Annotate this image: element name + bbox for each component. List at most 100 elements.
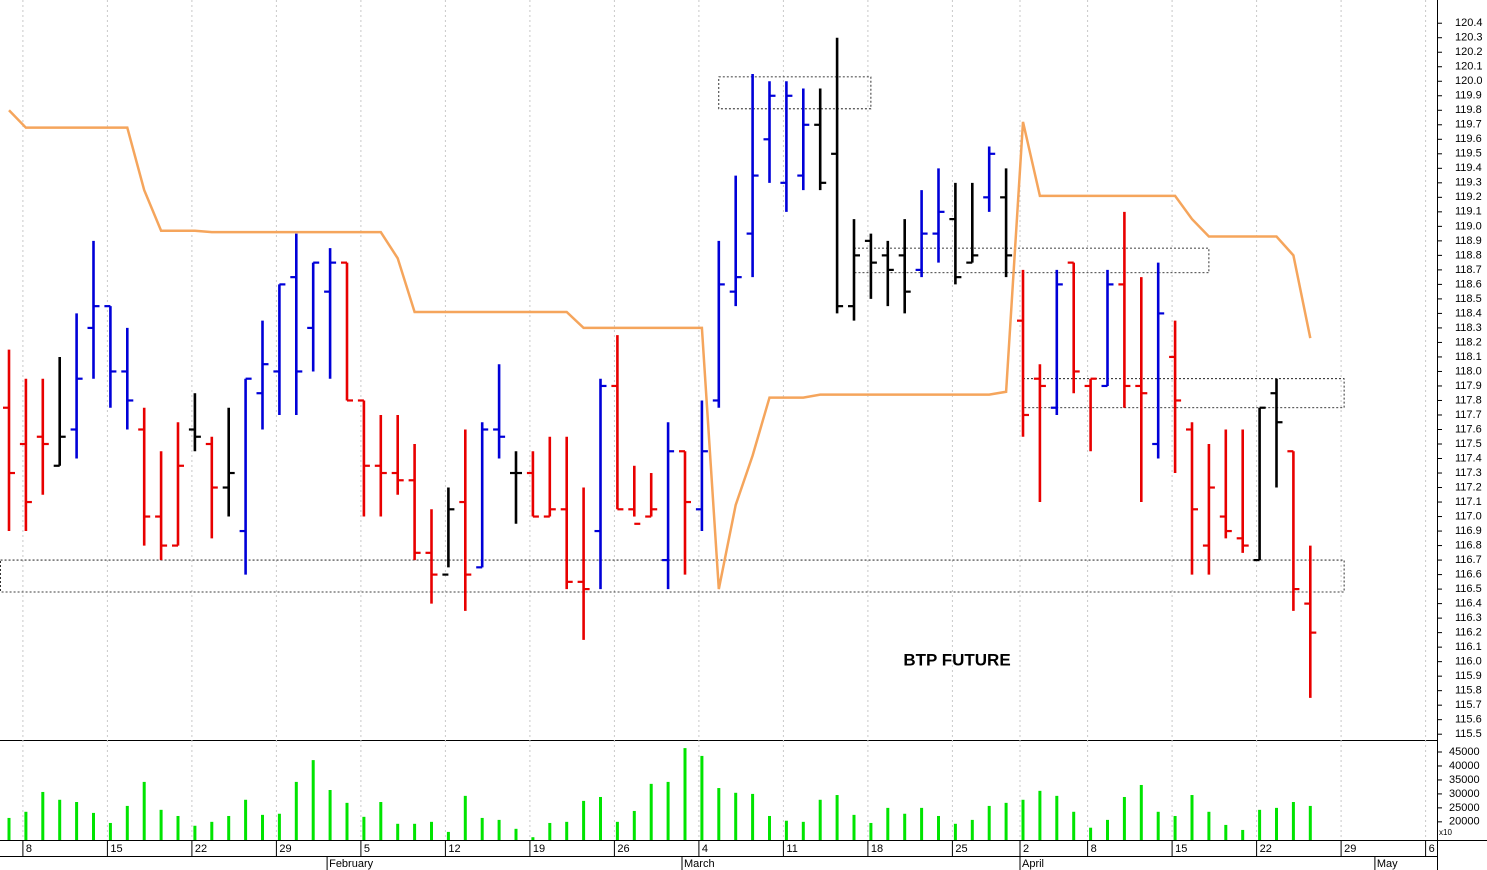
y-tick-label: 120.1 <box>1455 61 1483 73</box>
volume-bar <box>227 815 231 840</box>
y-tick-label: 119.6 <box>1455 133 1482 145</box>
volume-bar <box>58 799 62 840</box>
volume-bar <box>497 819 501 840</box>
y-tick-label: 120.4 <box>1455 17 1483 29</box>
volume-bar <box>328 790 332 840</box>
month-label: March <box>684 858 715 870</box>
volume-bar <box>1173 815 1177 840</box>
y-tick-label: 116.6 <box>1455 568 1482 580</box>
y-tick-label: 118.8 <box>1455 249 1482 261</box>
x-tick-label: 12 <box>448 843 460 855</box>
volume-bar <box>818 799 822 840</box>
y-tick-label: 117.3 <box>1455 467 1482 479</box>
month-label: April <box>1022 858 1044 870</box>
y-tick-label: 118.2 <box>1455 336 1482 348</box>
x-tick-label: 29 <box>279 843 291 855</box>
x-tick-label: 8 <box>26 843 32 855</box>
volume-bar <box>142 781 146 840</box>
volume-bar <box>953 823 957 840</box>
y-tick-label: 117.5 <box>1455 438 1482 450</box>
volume-bar <box>1241 829 1245 840</box>
volume-bar <box>835 795 839 840</box>
volume-bar <box>108 822 112 840</box>
volume-bar <box>903 813 907 840</box>
volume-bar <box>1258 809 1262 840</box>
volume-bar <box>920 807 924 840</box>
y-tick-label: 116.0 <box>1455 656 1482 668</box>
volume-bar <box>261 814 264 840</box>
volume-bar <box>75 802 79 840</box>
volume-bar <box>379 802 383 840</box>
y-tick-label: 116.2 <box>1455 627 1482 639</box>
grid <box>22 0 1427 840</box>
volume-bar <box>768 815 771 840</box>
y-tick-label: 117.0 <box>1455 510 1482 522</box>
y-tick-label: 116.5 <box>1455 583 1482 595</box>
volume-bar <box>7 817 11 840</box>
y-tick-label: 116.4 <box>1455 598 1482 610</box>
x-tick-label: 29 <box>1344 843 1356 855</box>
y-tick-label: 116.3 <box>1455 612 1482 624</box>
x-tick-label: 6 <box>1429 843 1435 855</box>
x-tick-label: 8 <box>1091 843 1097 855</box>
y2-tick-label: 40000 <box>1449 760 1480 772</box>
y-tick-label: 119.1 <box>1455 206 1482 218</box>
y-tick-label: 119.7 <box>1455 119 1482 131</box>
volume-bar <box>1156 811 1160 840</box>
x-tick-label: 2 <box>1023 843 1029 855</box>
volume-bar <box>565 821 569 840</box>
y-tick-label: 117.6 <box>1455 423 1482 435</box>
month-label: February <box>329 858 374 870</box>
volume-bar <box>1308 805 1312 840</box>
volume-bar <box>666 781 670 840</box>
volume-bar <box>92 812 95 840</box>
y-tick-label: 116.8 <box>1455 539 1482 551</box>
y-tick-label: 119.8 <box>1455 104 1482 116</box>
volume-bar <box>362 816 366 840</box>
volume-bar <box>937 815 940 840</box>
volume-bar <box>531 837 535 840</box>
x-tick-label: 11 <box>786 843 797 855</box>
y-tick-label: 118.1 <box>1455 351 1482 363</box>
volume-bar <box>277 813 281 840</box>
y-tick-label: 115.7 <box>1455 699 1482 711</box>
y-tick-label: 117.4 <box>1455 452 1482 464</box>
volume-bar <box>430 821 433 840</box>
x-tick-label: 18 <box>871 843 883 855</box>
y-tick-label: 117.7 <box>1455 409 1482 421</box>
x-tick-label: 22 <box>195 843 207 855</box>
volume-bar <box>886 807 890 840</box>
volume-bar <box>1139 784 1143 840</box>
y2-tick-label: 45000 <box>1449 746 1480 758</box>
volume-bar <box>294 781 298 840</box>
volume-bar <box>599 796 602 840</box>
y2-tick-label: 20000 <box>1449 816 1480 828</box>
y-tick-label: 120.2 <box>1455 46 1483 58</box>
y-tick-label: 115.9 <box>1455 670 1482 682</box>
volume-bar <box>700 755 704 840</box>
y2-tick-label: 35000 <box>1449 774 1480 786</box>
volume-bar <box>125 805 129 840</box>
volume-bar <box>683 748 687 840</box>
x-tick-label: 22 <box>1260 843 1272 855</box>
volume-bar <box>801 821 805 840</box>
volume-bar <box>987 805 991 840</box>
y-tick-label: 118.3 <box>1455 322 1482 334</box>
volume-bar <box>1038 790 1042 840</box>
volume-bar <box>649 783 653 840</box>
y2-tick-label: 30000 <box>1449 788 1480 800</box>
y-tick-label: 115.8 <box>1455 685 1482 697</box>
y-tick-label: 118.7 <box>1455 264 1482 276</box>
zone <box>718 76 872 110</box>
y-tick-label: 118.9 <box>1455 235 1482 247</box>
y-tick-label: 116.1 <box>1455 641 1482 653</box>
volume-bar <box>41 791 45 840</box>
volume-bar <box>784 820 788 840</box>
volume-bar <box>751 793 755 840</box>
volume-bar <box>480 817 484 840</box>
volume-bar <box>548 822 552 840</box>
y-tick-label: 119.5 <box>1455 148 1482 160</box>
volume-bar <box>1004 802 1008 840</box>
